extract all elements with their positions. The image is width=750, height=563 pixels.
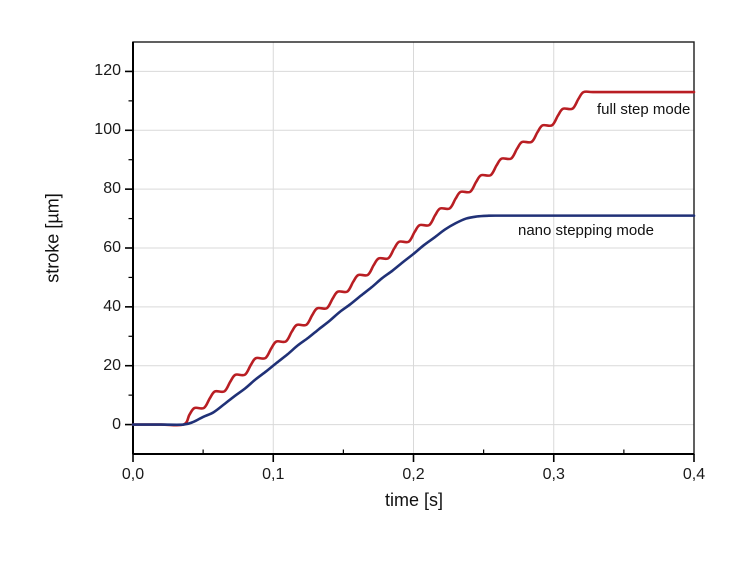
y-tick-label: 100 xyxy=(94,121,121,139)
y-tick-label: 40 xyxy=(103,297,121,315)
x-tick-label: 0,4 xyxy=(682,466,706,483)
series-line-nano-stepping-mode xyxy=(131,214,696,427)
series-line-full-step-mode xyxy=(131,90,696,427)
series-label-nano-stepping-mode: nano stepping mode xyxy=(518,222,654,239)
x-tick-label: 0,1 xyxy=(262,466,285,483)
x-tick-label: 0,2 xyxy=(402,466,425,483)
series-label-full-step-mode: full step mode xyxy=(597,101,691,118)
y-tick-label: 60 xyxy=(103,239,121,256)
y-tick-label: 80 xyxy=(103,180,121,198)
x-tick-label: 0,0 xyxy=(121,466,145,483)
y-tick-label: 20 xyxy=(103,356,121,374)
y-tick-label: 0 xyxy=(112,415,121,433)
x-axis-title: time [s] xyxy=(384,490,444,510)
y-tick-label: 120 xyxy=(94,62,121,80)
x-tick-label: 0,3 xyxy=(542,466,565,483)
y-axis-title: stroke [µm] xyxy=(42,193,63,283)
